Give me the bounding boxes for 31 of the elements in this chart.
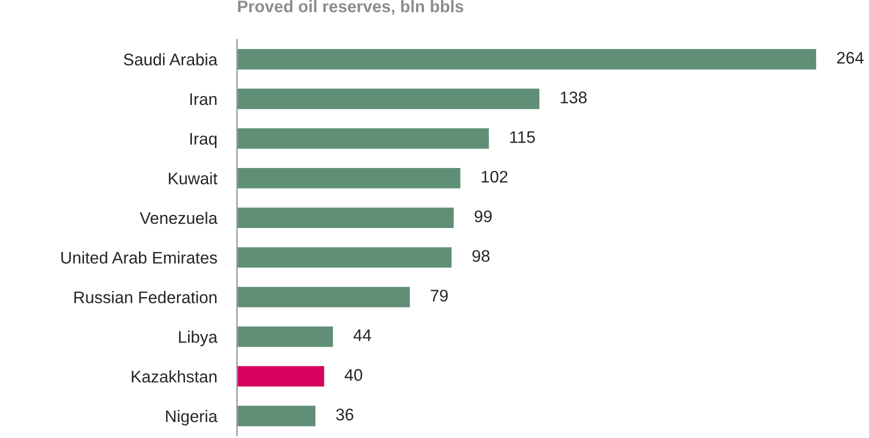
data-label: 79 [430, 290, 448, 302]
y-tick-label: Iraq [190, 133, 216, 148]
bar [237, 206, 456, 230]
y-tick-label: Venezuela [140, 212, 218, 224]
data-label: 36 [336, 408, 354, 420]
y-tick-label: United Arab Emirates [61, 251, 217, 264]
y-tick-label: Saudi Arabia [124, 53, 218, 66]
data-label: 115 [510, 131, 535, 143]
chart-title: Proved oil reserves, bln bbls [238, 0, 464, 15]
y-tick-label: Nigeria [166, 410, 218, 426]
bar [237, 246, 453, 270]
bar [237, 166, 462, 190]
y-tick-label: Kazakhstan [132, 370, 216, 383]
data-label: 44 [353, 330, 372, 342]
bar [237, 87, 541, 110]
data-label: 98 [472, 250, 490, 262]
data-label: 138 [560, 92, 587, 104]
y-tick-label: Libya [179, 330, 218, 346]
data-label: 264 [837, 52, 864, 64]
bar [237, 285, 412, 309]
data-label: 102 [482, 170, 508, 183]
y-tick-label: Kuwait [168, 172, 218, 184]
bar [237, 126, 490, 150]
bar [237, 48, 818, 71]
bar [237, 364, 326, 388]
bar [237, 404, 317, 428]
data-label: 40 [344, 369, 362, 381]
y-tick-label: Iran [190, 93, 216, 106]
y-tick-label: Russian Federation [74, 291, 216, 304]
bar [237, 325, 334, 348]
data-label: 99 [474, 210, 492, 222]
